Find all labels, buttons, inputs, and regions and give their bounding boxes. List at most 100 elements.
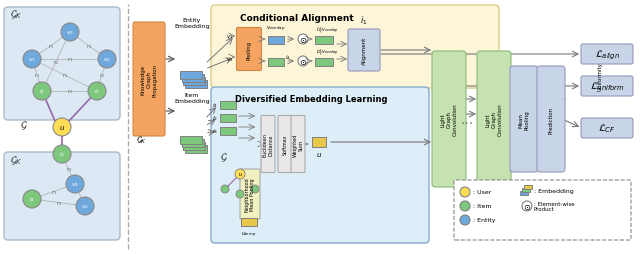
Text: $v_{overlap}$: $v_{overlap}$ [266,25,286,34]
FancyBboxPatch shape [182,75,204,83]
FancyBboxPatch shape [241,218,257,226]
Circle shape [23,51,41,69]
FancyBboxPatch shape [291,116,305,173]
Circle shape [61,24,79,42]
Text: $r_3$: $r_3$ [86,42,92,51]
FancyBboxPatch shape [261,116,275,173]
Text: Light
Graph
Convolution: Light Graph Convolution [441,103,458,136]
Text: $i_2|v_{overlap}$: $i_2|v_{overlap}$ [316,47,339,57]
Circle shape [298,57,308,67]
Circle shape [23,190,41,208]
Text: Item
Embedding: Item Embedding [174,93,210,103]
Text: $i_2$: $i_2$ [285,53,291,62]
Text: $i_2$: $i_2$ [94,87,100,96]
Text: Alignment: Alignment [362,37,367,65]
FancyBboxPatch shape [220,128,236,135]
FancyBboxPatch shape [4,152,120,240]
Text: $\mathcal{L}_{uniform}$: $\mathcal{L}_{uniform}$ [589,80,625,93]
Text: Mean
Pooling: Mean Pooling [518,110,529,129]
Text: $i_1$: $i_1$ [39,87,45,96]
Text: $u$: $u$ [59,123,65,132]
FancyBboxPatch shape [268,59,284,67]
Text: $v_2$: $v_2$ [226,56,233,64]
Text: $r_2$: $r_2$ [67,87,72,96]
Text: $v_5$: $v_5$ [81,202,89,210]
FancyBboxPatch shape [454,180,631,240]
Text: $\odot$: $\odot$ [299,35,307,44]
Text: $v_1$: $v_1$ [226,33,233,41]
Circle shape [460,201,470,211]
Text: $u$: $u$ [237,171,243,178]
FancyBboxPatch shape [183,142,205,150]
FancyBboxPatch shape [312,137,326,147]
FancyBboxPatch shape [520,191,528,195]
Text: $u_{temp}$: $u_{temp}$ [241,230,257,239]
Text: $i_1|v_{overlap}$: $i_1|v_{overlap}$ [316,25,339,35]
Circle shape [522,201,532,211]
Text: : User: : User [473,190,492,195]
FancyBboxPatch shape [182,139,204,147]
Text: $r_2$: $r_2$ [99,71,105,80]
Text: Light
Graph
Convolution: Light Graph Convolution [486,103,502,136]
Text: $u$: $u$ [316,150,322,158]
FancyBboxPatch shape [315,59,333,67]
Text: $r_3$: $r_3$ [65,165,72,174]
Text: $\mathcal{G}$: $\mathcal{G}$ [20,119,28,131]
FancyBboxPatch shape [180,136,202,145]
FancyBboxPatch shape [278,116,292,173]
Text: $r_1$: $r_1$ [34,71,40,80]
Text: $r_2$: $r_2$ [56,198,61,207]
Text: $r_3$: $r_3$ [51,187,56,196]
Text: $\odot$: $\odot$ [523,202,531,211]
FancyBboxPatch shape [524,185,532,189]
FancyBboxPatch shape [133,23,165,136]
FancyBboxPatch shape [268,37,284,45]
Circle shape [88,83,106,101]
Text: $i_4$: $i_4$ [29,195,35,204]
FancyBboxPatch shape [237,28,262,71]
Circle shape [298,35,308,45]
Text: : Entity: : Entity [473,218,495,223]
FancyBboxPatch shape [581,77,633,97]
Circle shape [460,215,470,225]
Circle shape [235,169,245,179]
Text: ...: ... [460,113,474,126]
FancyBboxPatch shape [184,146,207,153]
Circle shape [66,175,84,193]
FancyBboxPatch shape [477,52,511,187]
FancyBboxPatch shape [220,115,236,122]
Text: Pooling: Pooling [246,40,252,59]
Text: $\mathcal{G}_K$: $\mathcal{G}_K$ [10,8,22,21]
Text: $\mathcal{L}_{align}$: $\mathcal{L}_{align}$ [595,48,620,61]
Circle shape [236,190,244,198]
FancyBboxPatch shape [581,45,633,65]
Text: $i_3$: $i_3$ [59,150,65,159]
Text: Neighborhood
Mean Pooling: Neighborhood Mean Pooling [244,177,255,212]
FancyBboxPatch shape [522,188,530,192]
FancyBboxPatch shape [211,88,429,243]
Text: $\mathcal{G}$: $\mathcal{G}$ [220,151,228,163]
Text: $v_2$: $v_2$ [103,56,111,64]
Text: $\mathcal{L}_{CF}$: $\mathcal{L}_{CF}$ [598,122,616,135]
FancyBboxPatch shape [211,6,499,89]
Text: $\mathcal{G}_K$: $\mathcal{G}_K$ [136,133,147,145]
FancyBboxPatch shape [432,52,466,187]
FancyBboxPatch shape [510,67,538,172]
Text: Euclidean
Distance: Euclidean Distance [262,133,273,156]
Text: $r_1$: $r_1$ [61,71,67,80]
Text: : Embedding: : Embedding [534,189,573,194]
Text: Weighted
Sum: Weighted Sum [292,133,303,156]
Circle shape [33,83,51,101]
Text: $\odot$: $\odot$ [299,57,307,66]
Circle shape [53,146,71,163]
Circle shape [76,197,94,215]
FancyBboxPatch shape [315,37,333,45]
Text: $i_2$: $i_2$ [212,114,218,123]
FancyBboxPatch shape [537,67,565,172]
FancyBboxPatch shape [180,72,202,80]
Text: $r_2$: $r_2$ [53,58,59,67]
Text: Softmax: Softmax [282,134,287,155]
Text: $\mathcal{G}_K$: $\mathcal{G}_K$ [10,154,22,166]
Circle shape [221,185,229,193]
Circle shape [98,51,116,69]
